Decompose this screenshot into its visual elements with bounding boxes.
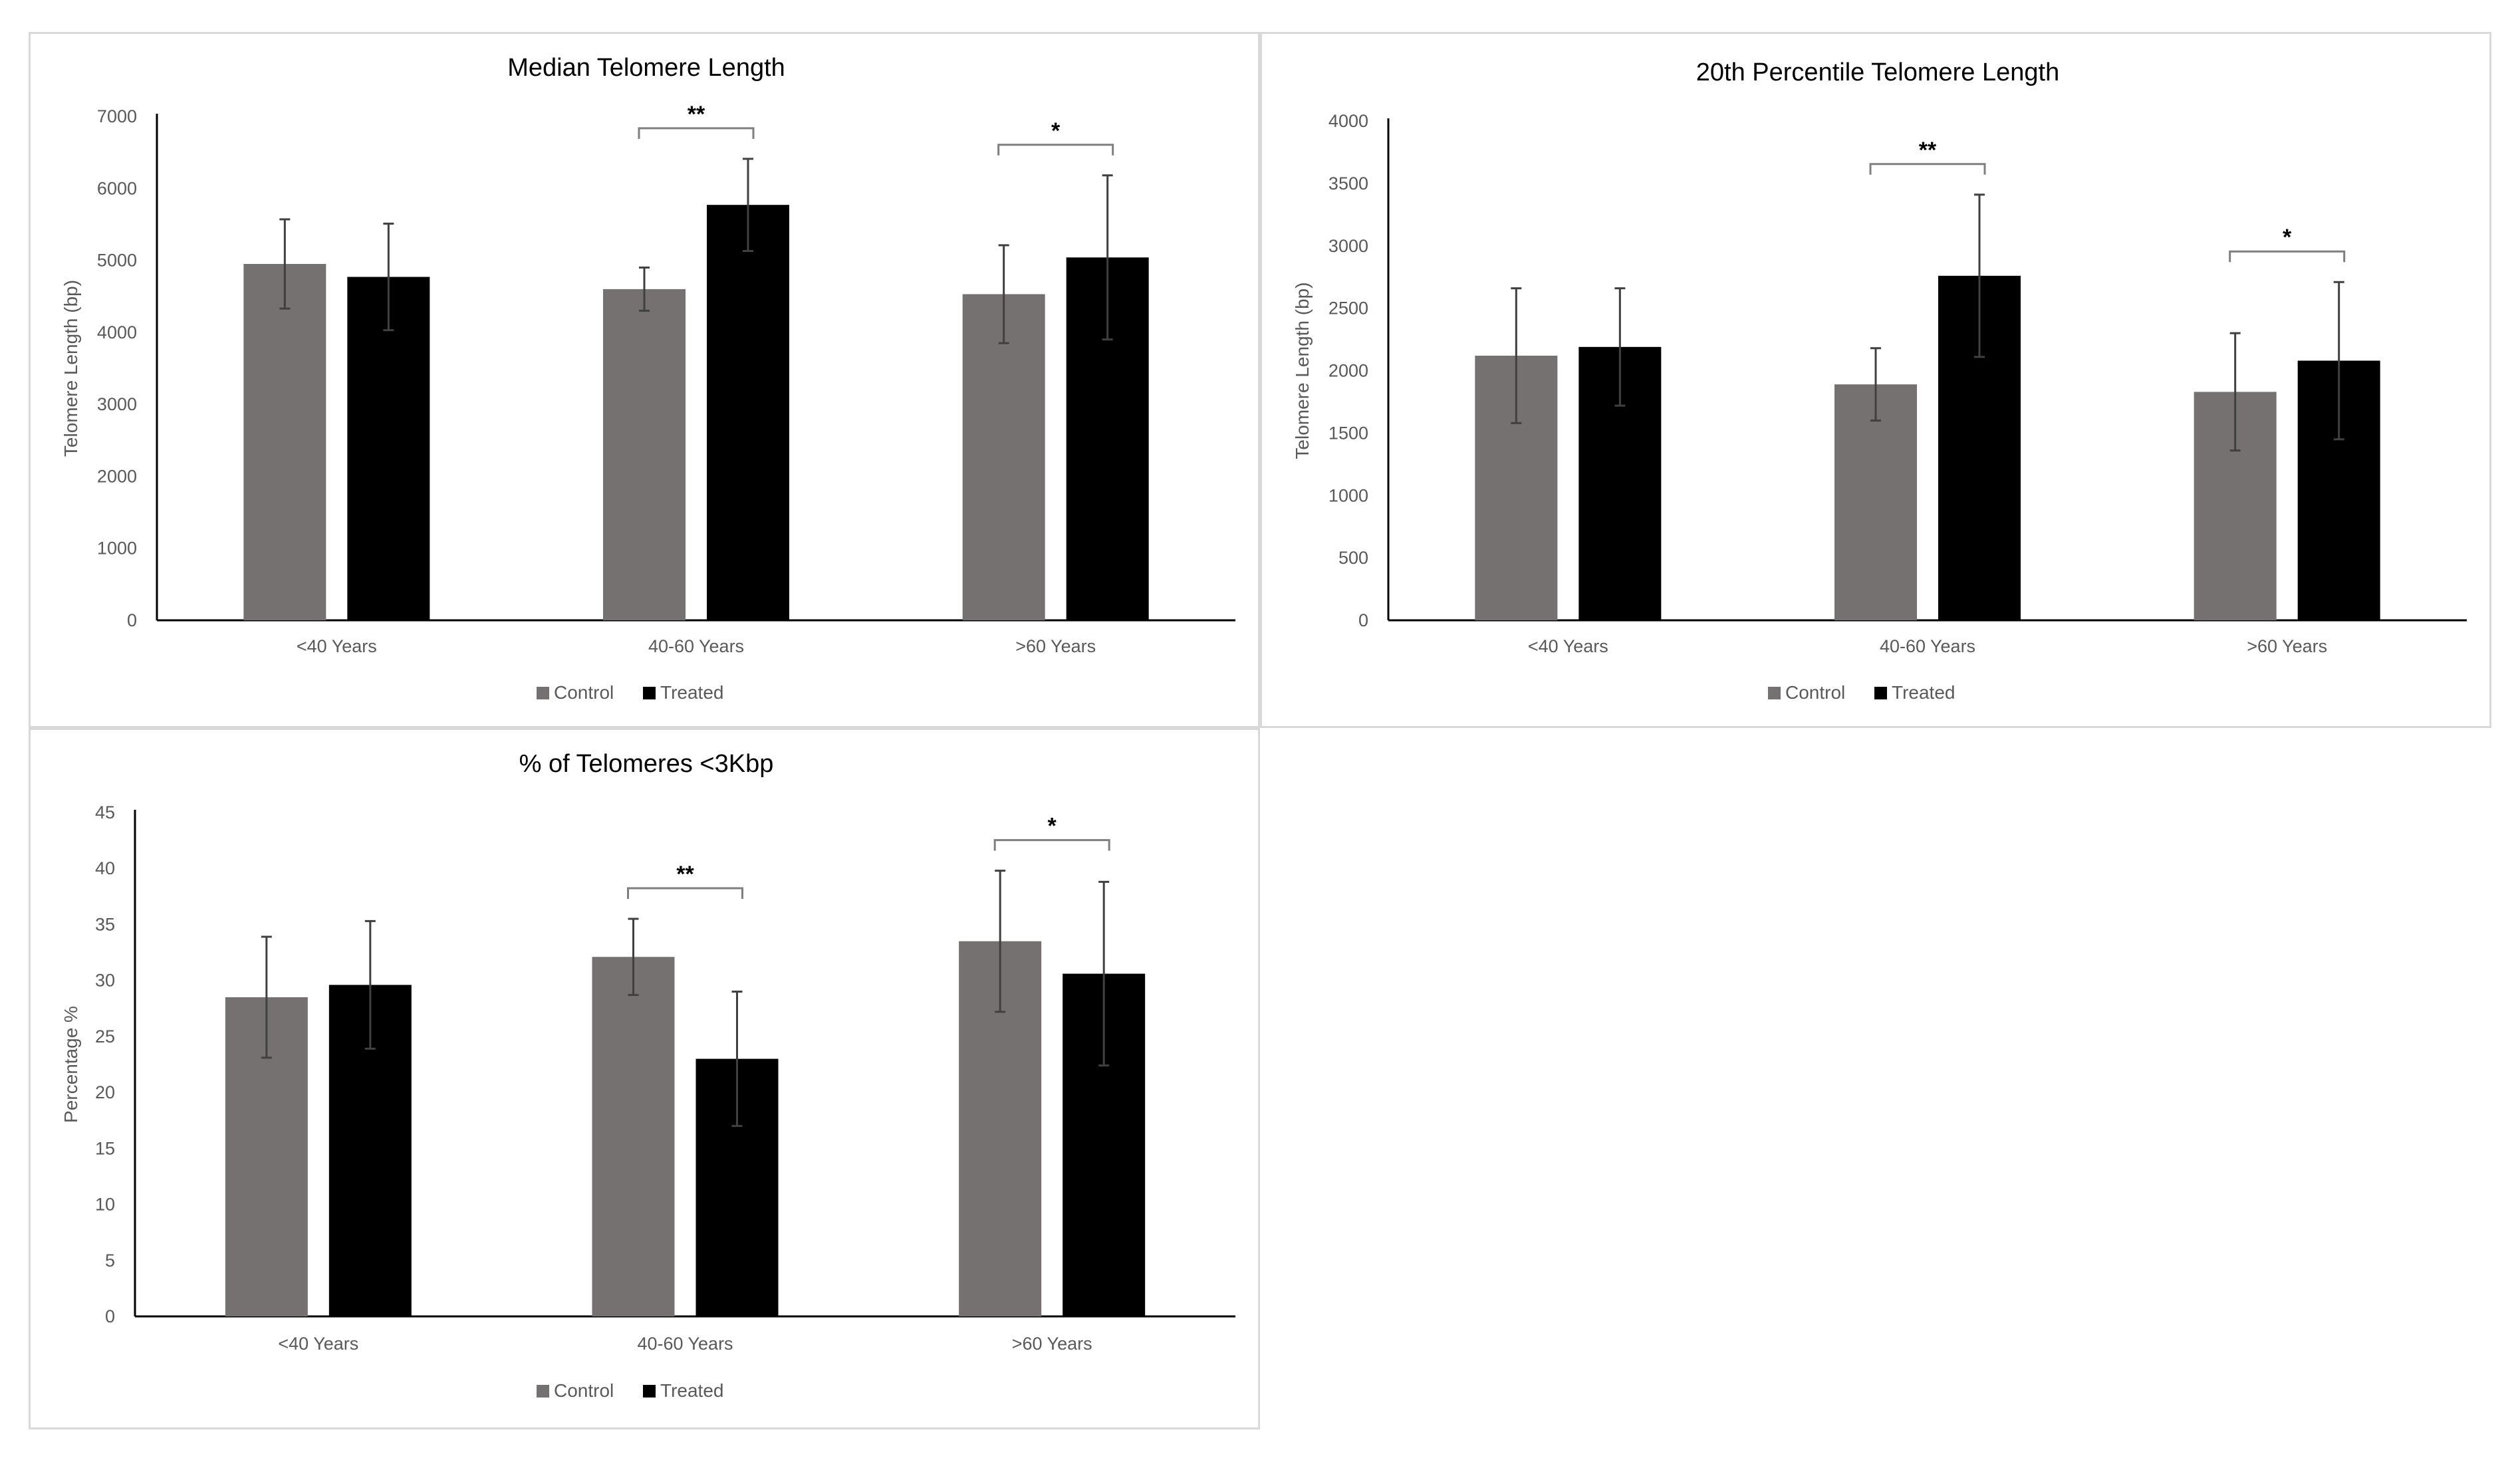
y-tick-label: 0 xyxy=(105,1306,115,1326)
y-tick-label: 0 xyxy=(127,610,137,630)
legend-label: Treated xyxy=(1892,682,1955,703)
legend-swatch-control xyxy=(537,687,549,699)
chart-svg: % of Telomeres <3Kbp Percentage % 0 5 10 15 20… xyxy=(61,750,1235,1401)
significance-bracket xyxy=(1869,163,1986,175)
y-tick-label: 5000 xyxy=(97,251,137,271)
significance-bracket xyxy=(993,839,1110,851)
x-tick-label: 40-60 Years xyxy=(637,1334,733,1354)
bar-treated xyxy=(347,277,430,620)
chart-panel-percent-telomeres-below-3kbp: % of Telomeres <3Kbp Percentage % 0 5 10 15 20… xyxy=(29,728,1260,1429)
chart-svg: Median Telomere Length Telomere Length (b… xyxy=(61,54,1235,703)
significance-label: ** xyxy=(688,102,705,127)
x-tick-label: >60 Years xyxy=(1015,636,1096,656)
legend-swatch-treated xyxy=(643,687,656,699)
bar-control xyxy=(962,294,1045,620)
y-tick-label: 1000 xyxy=(97,539,137,558)
legend-label: Treated xyxy=(660,682,723,703)
y-tick-label: 1000 xyxy=(1328,485,1368,505)
chart-title: % of Telomeres <3Kbp xyxy=(519,750,774,778)
significance-bracket xyxy=(627,887,743,900)
y-axis-label: Telomere Length (bp) xyxy=(1292,282,1313,459)
legend-swatch-control xyxy=(537,1385,549,1398)
significance-label: ** xyxy=(676,862,694,887)
significance-bracket xyxy=(2229,250,2346,263)
significance-bracket xyxy=(997,144,1114,156)
y-tick-label: 3500 xyxy=(1328,174,1368,193)
x-tick-label: <40 Years xyxy=(1528,636,1608,656)
y-tick-label: 20 xyxy=(95,1082,115,1102)
y-tick-label: 0 xyxy=(1358,610,1368,630)
bar-control xyxy=(1834,384,1917,620)
y-axis-label: Telomere Length (bp) xyxy=(61,280,81,457)
y-tick-label: 15 xyxy=(95,1138,115,1158)
legend-label: Control xyxy=(1785,682,1845,703)
y-tick-label: 30 xyxy=(95,971,115,991)
x-tick-label: <40 Years xyxy=(297,636,377,656)
y-tick-label: 25 xyxy=(95,1027,115,1046)
x-tick-label: 40-60 Years xyxy=(648,636,744,656)
legend-label: Treated xyxy=(660,1380,723,1401)
chart-panel-20th-percentile-telomere-length: 20th Percentile Telomere Length Telomere … xyxy=(1260,32,2491,728)
y-tick-label: 2500 xyxy=(1328,299,1368,318)
y-tick-label: 35 xyxy=(95,914,115,934)
x-tick-label: 40-60 Years xyxy=(1880,636,1975,656)
y-tick-label: 2000 xyxy=(97,466,137,486)
significance-bracket xyxy=(638,127,755,139)
y-tick-label: 3000 xyxy=(97,394,137,414)
x-tick-label: >60 Years xyxy=(1012,1334,1092,1354)
chart-title: 20th Percentile Telomere Length xyxy=(1696,59,2059,86)
y-tick-label: 500 xyxy=(1338,548,1368,568)
significance-label: * xyxy=(2283,225,2292,250)
legend-label: Control xyxy=(554,682,614,703)
y-tick-label: 6000 xyxy=(97,178,137,198)
y-axis-label: Percentage % xyxy=(61,1006,81,1123)
bar-control xyxy=(592,957,675,1316)
y-tick-label: 4000 xyxy=(97,322,137,342)
bar-control xyxy=(243,263,326,620)
x-tick-label: >60 Years xyxy=(2247,636,2327,656)
y-tick-label: 3000 xyxy=(1328,236,1368,256)
y-tick-label: 10 xyxy=(95,1195,115,1215)
y-tick-label: 2000 xyxy=(1328,361,1368,381)
significance-label: * xyxy=(1048,814,1057,839)
legend-label: Control xyxy=(554,1380,614,1401)
chart-svg: 20th Percentile Telomere Length Telomere … xyxy=(1292,59,2467,703)
y-tick-label: 4000 xyxy=(1328,111,1368,131)
y-tick-label: 45 xyxy=(95,802,115,822)
y-tick-label: 1500 xyxy=(1328,423,1368,443)
legend-swatch-treated xyxy=(1874,687,1887,699)
chart-title: Median Telomere Length xyxy=(507,54,785,82)
bar-treated xyxy=(707,205,789,621)
legend-swatch-control xyxy=(1768,687,1781,699)
significance-label: * xyxy=(1051,118,1061,144)
x-tick-label: <40 Years xyxy=(278,1334,358,1354)
y-tick-label: 40 xyxy=(95,858,115,878)
bar-control xyxy=(603,289,686,620)
chart-panel-median-telomere-length: Median Telomere Length Telomere Length (b… xyxy=(29,32,1260,728)
legend-swatch-treated xyxy=(643,1385,656,1398)
y-tick-label: 5 xyxy=(105,1251,115,1271)
significance-label: ** xyxy=(1919,138,1937,163)
y-tick-label: 7000 xyxy=(97,106,137,126)
